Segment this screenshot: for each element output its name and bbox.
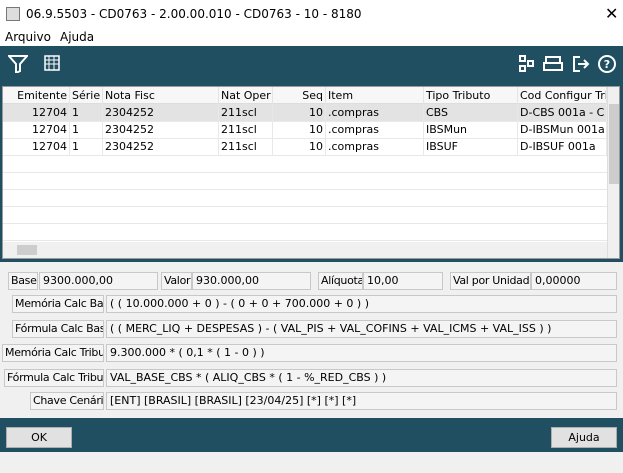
- grid-cell: 1: [70, 138, 103, 155]
- field-value[interactable]: 9.300.000 * ( 0,1 * ( 1 - 0 ) ): [106, 344, 617, 362]
- grid-row-line: [3, 172, 607, 173]
- column-header[interactable]: Cod Configur Tribu: [518, 87, 607, 104]
- field-label: Valor:: [161, 272, 192, 290]
- field-label: Alíquota:: [318, 272, 363, 290]
- help-button[interactable]: Ajuda: [551, 427, 617, 448]
- scroll-thumb[interactable]: [17, 245, 37, 255]
- grid-row[interactable]: 12704 1 2304252 211scl 10 .compras IBSMun D-IBS…: [3, 121, 607, 138]
- field-label: Fórmula Calc Tributo:: [4, 369, 104, 387]
- grid-cell: 12704: [3, 121, 70, 138]
- grid-row-line: [3, 121, 607, 122]
- column-header[interactable]: Seq: [273, 87, 326, 104]
- grid-cell: 12704: [3, 104, 70, 121]
- grid-row-line: [3, 240, 607, 241]
- scroll-thumb[interactable]: [609, 104, 619, 184]
- grid-cell: 1: [70, 104, 103, 121]
- grid-cell: 211scl: [219, 138, 273, 155]
- horizontal-scrollbar[interactable]: [3, 242, 607, 258]
- grid-header: [3, 87, 619, 104]
- grid-cell: 2304252: [103, 104, 219, 121]
- field-label: Memória Calc Tributo:: [2, 344, 104, 362]
- menu-item[interactable]: Arquivo: [5, 30, 51, 44]
- grid-cell: .compras: [326, 104, 424, 121]
- field-value[interactable]: 0,00000: [531, 272, 617, 290]
- grid-icon[interactable]: [44, 55, 64, 73]
- grid-cell: 10: [273, 138, 326, 155]
- grid-cell: 2304252: [103, 121, 219, 138]
- field-value[interactable]: 10,00: [363, 272, 443, 290]
- menu-item[interactable]: Ajuda: [60, 30, 95, 44]
- grid-cell: D-IBSUF 001a: [518, 138, 607, 155]
- window-title: 06.9.5503 - CD0763 - 2.00.00.010 - CD076…: [26, 7, 362, 21]
- grid-cell: .compras: [326, 138, 424, 155]
- grid-cell: 10: [273, 104, 326, 121]
- grid-cell: 1: [70, 121, 103, 138]
- menu-bar: Arquivo Ajuda: [0, 28, 623, 46]
- svg-text:?: ?: [604, 58, 610, 71]
- grid-cell: 211scl: [219, 104, 273, 121]
- field-value[interactable]: ( ( 10.000.000 + 0 ) - ( 0 + 0 + 700.000…: [106, 295, 617, 313]
- field-value[interactable]: [ENT] [BRASIL] [BRASIL] [23/04/25] [*] […: [106, 392, 617, 410]
- grid-cell: .compras: [326, 121, 424, 138]
- field-value[interactable]: 9300.000,00: [39, 272, 158, 290]
- ok-button[interactable]: OK: [6, 427, 72, 448]
- button-bar: [0, 418, 623, 452]
- app-icon: [6, 7, 20, 21]
- toolbar-right[interactable]: ?: [518, 53, 618, 75]
- field-label: Val por Unidade:: [450, 272, 531, 290]
- data-grid: Emitente Série Nota Fisc Nat Oper Seq Item Tip…: [2, 86, 620, 259]
- field-value[interactable]: ( ( MERC_LIQ + DESPESAS ) - ( VAL_PIS + …: [106, 320, 617, 338]
- main-panel: ? Emitente Série Nota Fisc Nat Oper Seq Item T…: [0, 46, 623, 418]
- form-panel: Base: 9300.000,00 Valor: 930.000,00 Alíquota…: [0, 262, 623, 418]
- column-header[interactable]: Emitente: [3, 87, 70, 104]
- grid-row-line: [3, 155, 607, 156]
- close-button[interactable]: ✕: [605, 4, 619, 23]
- grid-cell: D-CBS 001a - C: [518, 104, 607, 121]
- grid-row[interactable]: 12704 1 2304252 211scl 10 .compras IBSUF D-IBSU…: [3, 138, 607, 155]
- grid-cell: IBSMun: [424, 121, 518, 138]
- field-label: Base:: [8, 272, 38, 290]
- grid-cell: IBSUF: [424, 138, 518, 155]
- field-value[interactable]: VAL_BASE_CBS * ( ALIQ_CBS * ( 1 - %_RED_…: [106, 369, 617, 387]
- filter-icon[interactable]: [8, 55, 28, 73]
- column-header[interactable]: Tipo Tributo: [424, 87, 518, 104]
- grid-cell: 2304252: [103, 138, 219, 155]
- field-label: Fórmula Calc Base:: [12, 320, 104, 338]
- field-label: Chave Cenário:: [30, 392, 104, 410]
- grid-row-line: [3, 223, 607, 224]
- grid-cell: D-IBSMun 001a: [518, 121, 607, 138]
- field-value[interactable]: 930.000,00: [192, 272, 311, 290]
- column-header[interactable]: Item: [326, 87, 424, 104]
- grid-cell: 211scl: [219, 121, 273, 138]
- grid-row-line: [3, 138, 607, 139]
- grid-cell: 10: [273, 121, 326, 138]
- grid-row-line: [3, 206, 607, 207]
- column-header[interactable]: Série: [70, 87, 103, 104]
- title-bar: 06.9.5503 - CD0763 - 2.00.00.010 - CD076…: [0, 0, 623, 28]
- grid-cell: CBS: [424, 104, 518, 121]
- grid-row-line: [3, 189, 607, 190]
- grid-row[interactable]: 12704 1 2304252 211scl 10 .compras CBS D-CBS 00…: [3, 104, 607, 121]
- grid-cell: 12704: [3, 138, 70, 155]
- column-header[interactable]: Nota Fisc: [103, 87, 219, 104]
- column-header[interactable]: Nat Oper: [219, 87, 273, 104]
- field-label: Memória Calc Base:: [12, 295, 104, 313]
